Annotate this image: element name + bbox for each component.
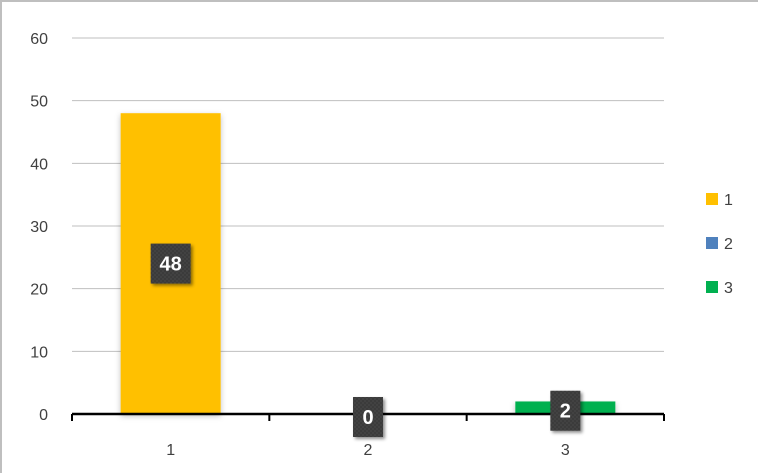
x-axis-ticks: 1 2 3: [166, 442, 570, 459]
y-tick-label: 0: [39, 407, 48, 424]
legend-entry-3: 3: [706, 280, 733, 297]
y-tick-label: 20: [30, 282, 48, 299]
y-axis-ticks: 0 10 20 30 40 50 60: [30, 31, 48, 424]
y-tick-label: 40: [30, 156, 48, 173]
legend-entry-1: 1: [706, 192, 733, 209]
legend-swatch: [706, 237, 718, 249]
data-label-text: 2: [560, 401, 571, 423]
data-labels: 48 0 2: [150, 243, 581, 437]
y-tick-label: 50: [30, 94, 48, 111]
data-label-box: [550, 390, 581, 431]
legend: 1 2 3: [706, 192, 733, 297]
data-label-3: 2: [550, 390, 581, 431]
legend-label: 3: [724, 280, 733, 297]
data-label-box: [353, 397, 383, 437]
bars: [120, 113, 616, 414]
data-label-1: 48: [150, 243, 191, 284]
data-label-box: [150, 243, 191, 284]
y-tick-label: 60: [30, 31, 48, 48]
data-label-text: 48: [160, 254, 182, 276]
data-label-text: 0: [362, 407, 373, 429]
x-tick-label: 1: [166, 442, 175, 459]
y-tick-label: 10: [30, 344, 48, 361]
legend-swatch: [706, 281, 718, 293]
x-tick-label: 2: [364, 442, 373, 459]
x-tick-label: 3: [561, 442, 570, 459]
legend-label: 1: [724, 192, 733, 209]
data-label-2: 0: [353, 397, 383, 437]
y-tick-label: 30: [30, 219, 48, 236]
legend-swatch: [706, 193, 718, 205]
legend-label: 2: [724, 236, 733, 253]
legend-entry-2: 2: [706, 236, 733, 253]
